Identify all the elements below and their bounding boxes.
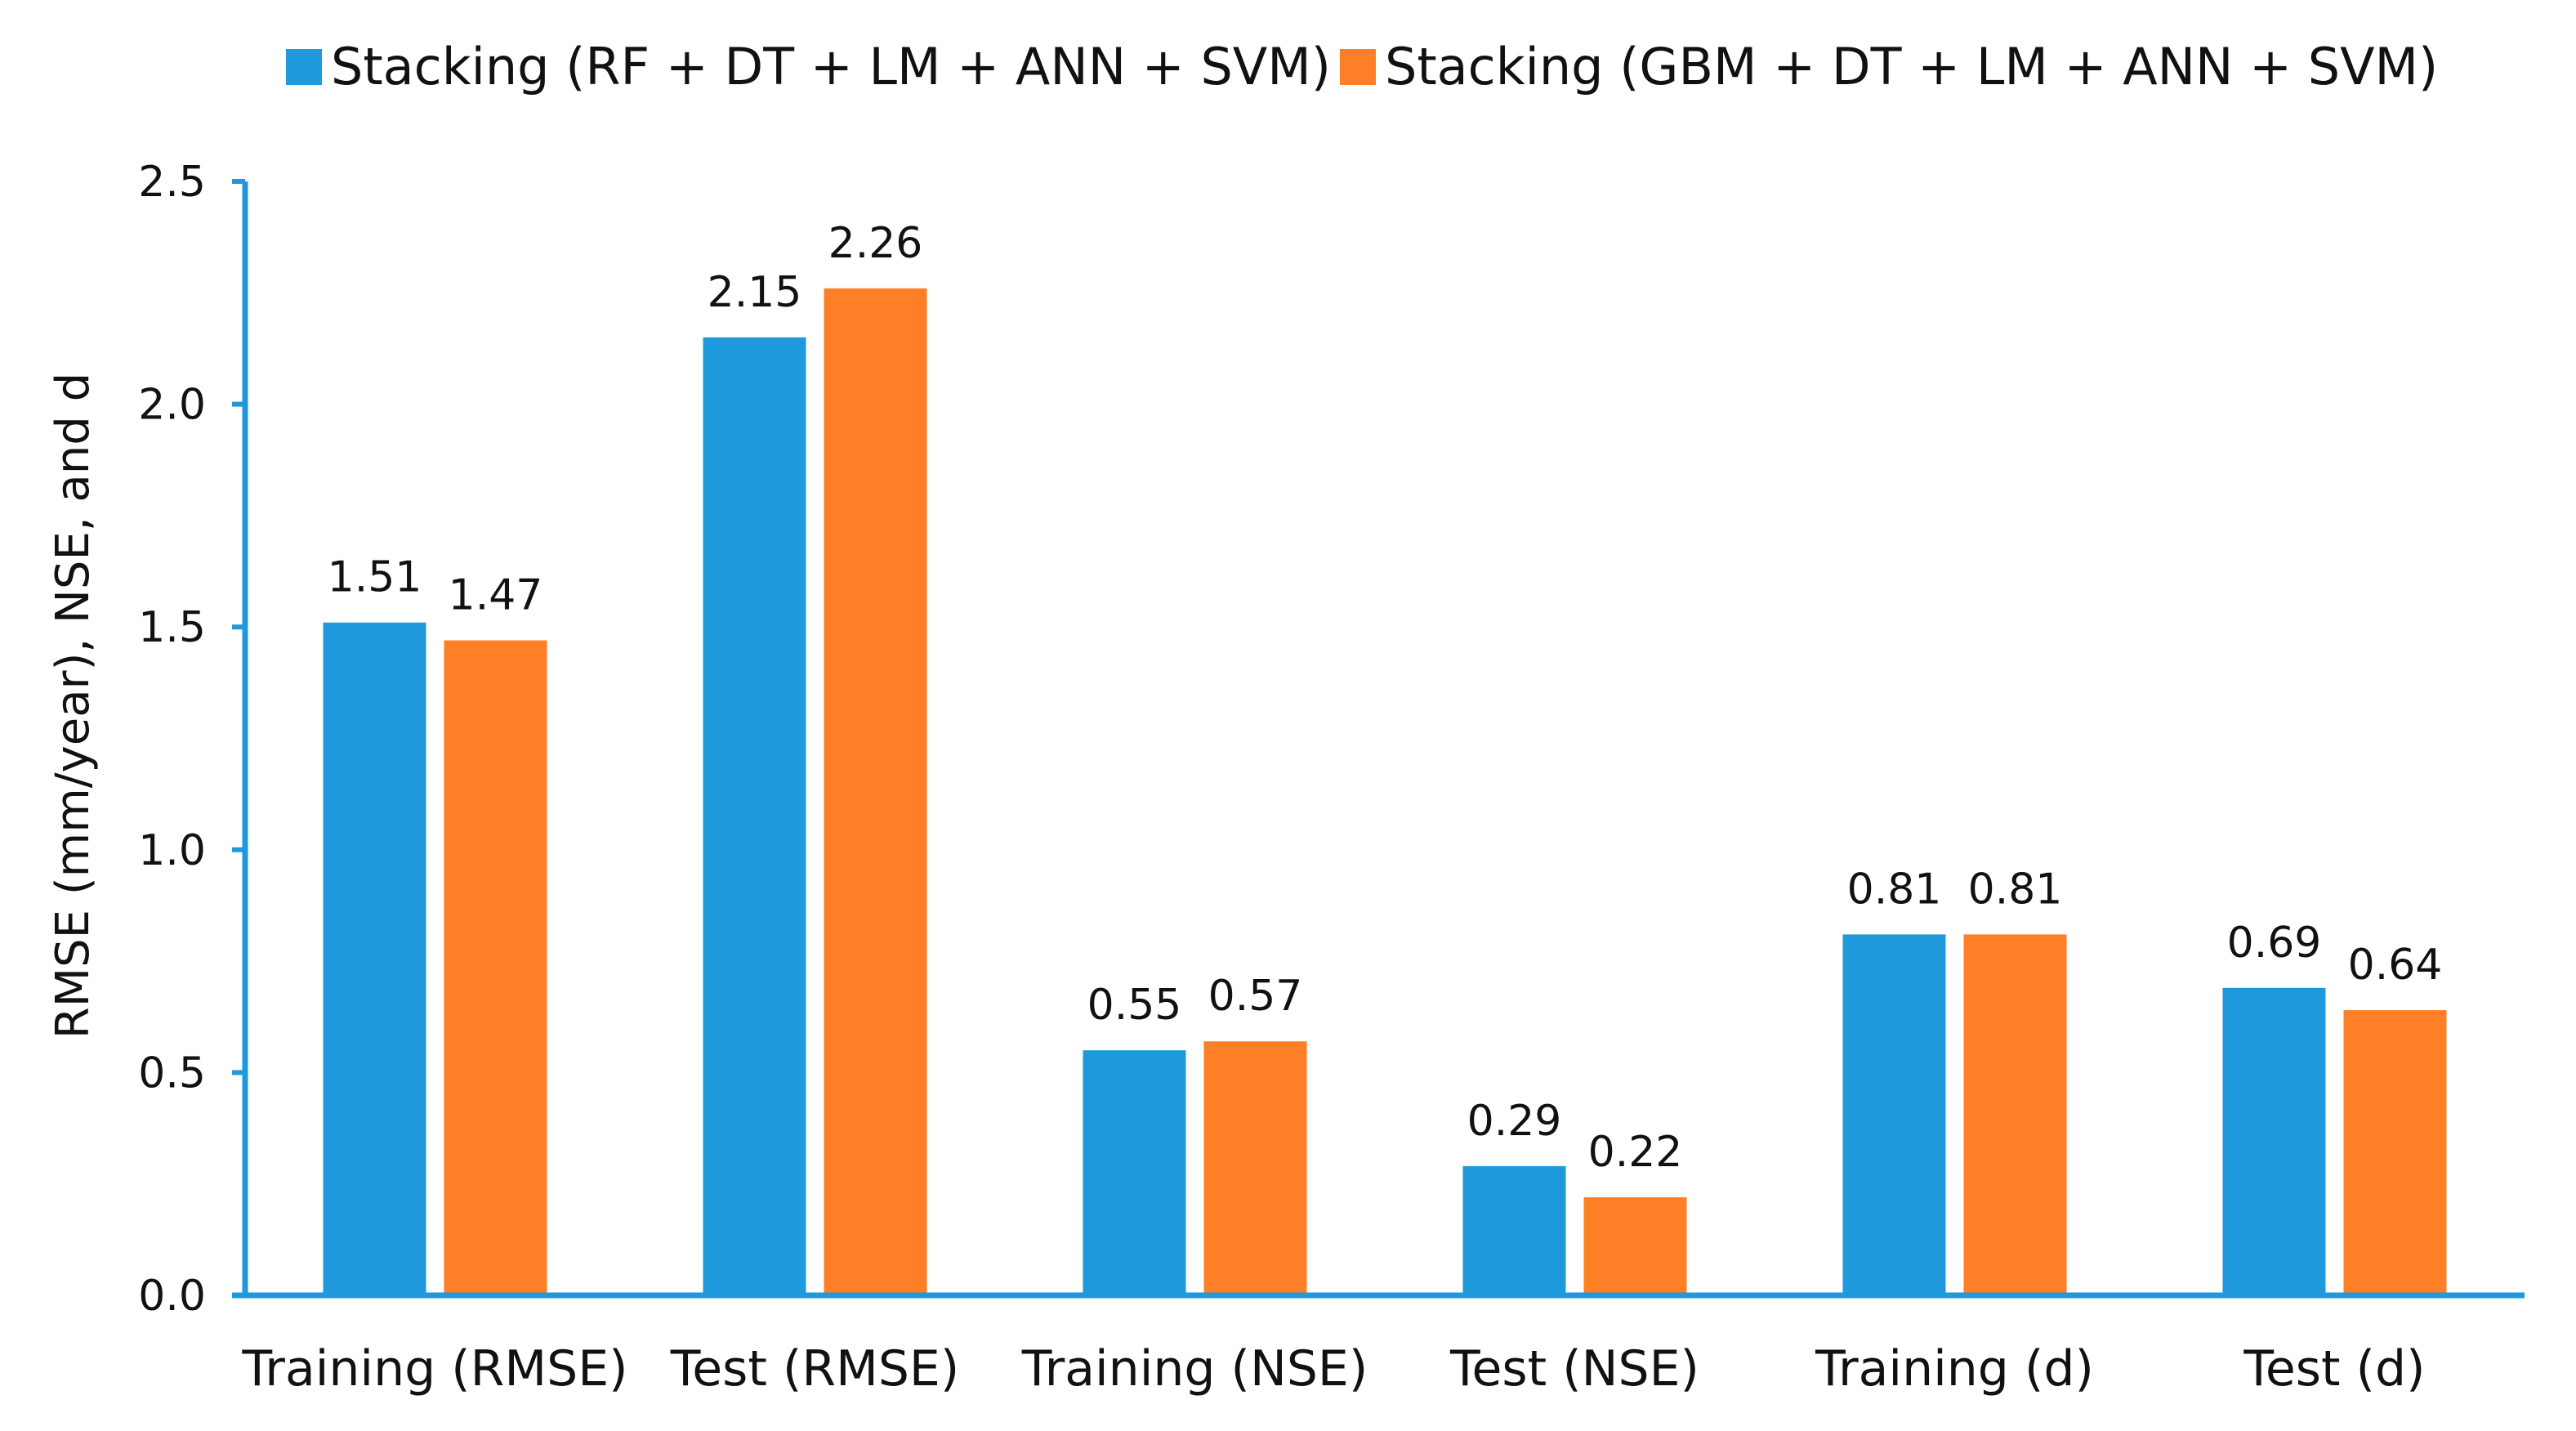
y-axis-ticks: 0.0 0.5 1.0 1.5 2.0 2.5: [138, 158, 245, 1321]
data-label-series1-4: 0.81: [1847, 865, 1942, 914]
legend-swatch-2: [1340, 49, 1376, 85]
y-tick-label: 0.5: [138, 1049, 206, 1098]
bar-series2-4: [1963, 934, 2067, 1295]
bar-series2-3: [1583, 1197, 1687, 1295]
data-label-series2-1: 2.26: [828, 219, 923, 268]
data-label-series2-4: 0.81: [1968, 865, 2063, 914]
x-category-label: Training (d): [1815, 1340, 2094, 1397]
data-labels: 1.51 1.47 2.15 2.26 0.55 0.57 0.29 0.22 0.81 0.81…: [328, 219, 2443, 1177]
legend: Stacking (RF + DT + LM + ANN + SVM) Stack…: [286, 37, 2438, 96]
y-axis-title: RMSE (mm/year), NSE, and d: [47, 373, 100, 1039]
y-tick-label: 1.5: [138, 603, 206, 652]
data-label-series2-3: 0.22: [1588, 1128, 1683, 1177]
bars: [323, 288, 2447, 1295]
bar-series1-4: [1842, 934, 1946, 1295]
legend-label-2: Stacking (GBM + DT + LM + ANN + SVM): [1385, 37, 2438, 96]
data-label-series1-2: 0.55: [1087, 981, 1182, 1030]
y-tick-label: 2.0: [138, 381, 206, 430]
x-category-label: Test (NSE): [1449, 1340, 1699, 1397]
data-label-series2-5: 0.64: [2348, 941, 2443, 990]
data-label-series1-5: 0.69: [2227, 919, 2322, 968]
data-label-series2-2: 0.57: [1208, 972, 1303, 1021]
bar-series1-3: [1462, 1165, 1566, 1295]
category-labels: Training (RMSE) Test (RMSE) Training (NSE)…: [241, 1340, 2425, 1397]
bar-series1-1: [703, 337, 806, 1295]
bar-series1-5: [2222, 987, 2326, 1295]
bar-series2-1: [824, 288, 927, 1295]
bar-series2-0: [444, 640, 547, 1295]
y-tick-label: 2.5: [138, 158, 206, 207]
y-tick-label: 0.0: [138, 1272, 206, 1321]
bar-series1-0: [323, 622, 426, 1295]
data-label-series1-1: 2.15: [708, 268, 802, 317]
x-category-label: Training (RMSE): [241, 1340, 627, 1397]
axes: [232, 181, 2525, 1299]
x-category-label: Test (RMSE): [670, 1340, 960, 1397]
legend-label-1: Stacking (RF + DT + LM + ANN + SVM): [331, 37, 1331, 96]
x-category-label: Training (NSE): [1021, 1340, 1368, 1397]
y-axis-title-group: RMSE (mm/year), NSE, and d: [47, 373, 100, 1039]
data-label-series1-3: 0.29: [1467, 1097, 1562, 1146]
x-category-label: Test (d): [2243, 1340, 2425, 1397]
data-label-series2-0: 1.47: [449, 571, 543, 620]
bar-series2-5: [2343, 1010, 2447, 1295]
data-label-series1-0: 1.51: [328, 553, 422, 602]
legend-swatch-1: [286, 49, 322, 85]
y-tick-label: 1.0: [138, 826, 206, 875]
bar-series2-2: [1203, 1041, 1307, 1295]
bar-series1-2: [1083, 1050, 1186, 1295]
